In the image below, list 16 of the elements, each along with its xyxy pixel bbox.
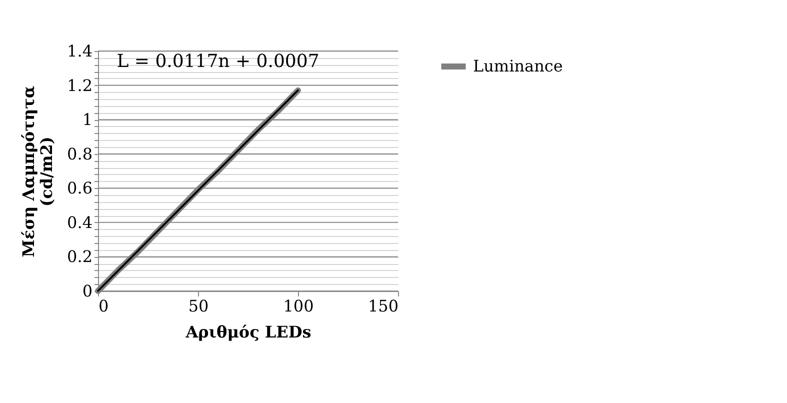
y-tick-label: 0 (82, 282, 92, 300)
x-tick-label: 0 (98, 296, 109, 316)
x-tick-label: 50 (188, 296, 209, 316)
y-tick-label: 0.6 (67, 178, 92, 198)
x-tick-label: 100 (283, 296, 314, 316)
y-tick-label: 0.2 (67, 247, 92, 266)
y-tick-label: 0.8 (67, 144, 92, 164)
x-tick-label: 150 (368, 296, 398, 316)
y-tick-label: 0.4 (67, 212, 92, 232)
x-axis-title: Αριθμός LEDs (184, 322, 312, 342)
y-axis-title: Μέση Λαμπρότητα (cd/m2) (19, 86, 56, 258)
y-tick-label: 1 (82, 110, 92, 130)
legend-label: Luminance (473, 56, 563, 76)
y-tick-label: 1.4 (67, 42, 92, 60)
annotation: L = 0.0117n + 0.0007 (116, 51, 320, 72)
y-tick-label: 1.2 (67, 76, 92, 95)
